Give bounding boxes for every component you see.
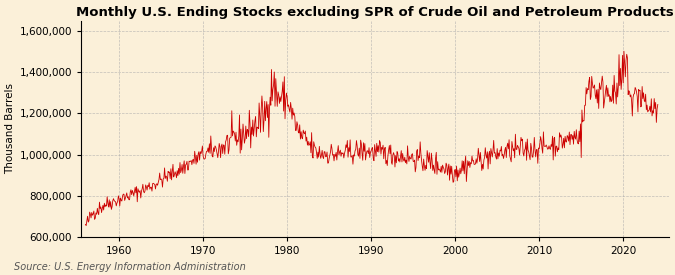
Text: Source: U.S. Energy Information Administration: Source: U.S. Energy Information Administ… — [14, 262, 245, 272]
Y-axis label: Thousand Barrels: Thousand Barrels — [5, 83, 16, 174]
Title: Monthly U.S. Ending Stocks excluding SPR of Crude Oil and Petroleum Products: Monthly U.S. Ending Stocks excluding SPR… — [76, 6, 674, 18]
